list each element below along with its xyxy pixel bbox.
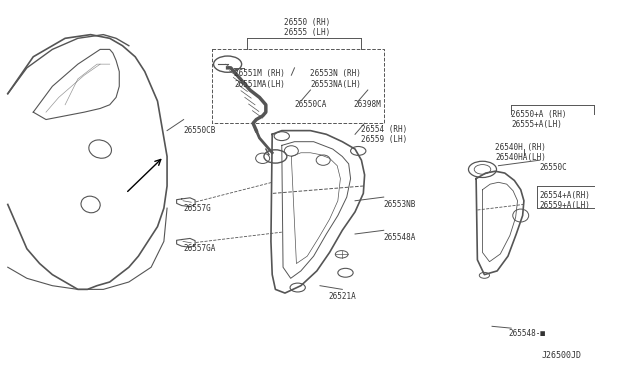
Text: 26550 (RH)
26555 (LH): 26550 (RH) 26555 (LH): [284, 17, 330, 37]
Text: 26550CA: 26550CA: [294, 100, 326, 109]
Text: 26553N (RH)
26553NA(LH): 26553N (RH) 26553NA(LH): [310, 69, 362, 89]
Text: 26521A: 26521A: [328, 292, 356, 301]
Text: 26540H (RH)
26540HA(LH): 26540H (RH) 26540HA(LH): [495, 143, 546, 163]
Text: 26551M (RH)
26551MA(LH): 26551M (RH) 26551MA(LH): [234, 69, 285, 89]
Text: 26554+A(RH)
26559+A(LH): 26554+A(RH) 26559+A(LH): [540, 191, 591, 211]
Text: 265548-■: 265548-■: [508, 329, 545, 338]
Text: 26557GA: 26557GA: [183, 244, 216, 253]
Text: 26550CB: 26550CB: [183, 126, 216, 135]
Text: 265548A: 265548A: [384, 233, 416, 242]
Text: 26553NB: 26553NB: [384, 200, 416, 209]
Text: 26554 (RH)
26559 (LH): 26554 (RH) 26559 (LH): [362, 125, 408, 144]
Text: 26550+A (RH)
26555+A(LH): 26550+A (RH) 26555+A(LH): [511, 110, 566, 129]
Text: 26550C: 26550C: [540, 163, 568, 172]
Text: 26398M: 26398M: [354, 100, 381, 109]
Text: J26500JD: J26500JD: [541, 351, 581, 360]
Text: 26557G: 26557G: [183, 203, 211, 213]
